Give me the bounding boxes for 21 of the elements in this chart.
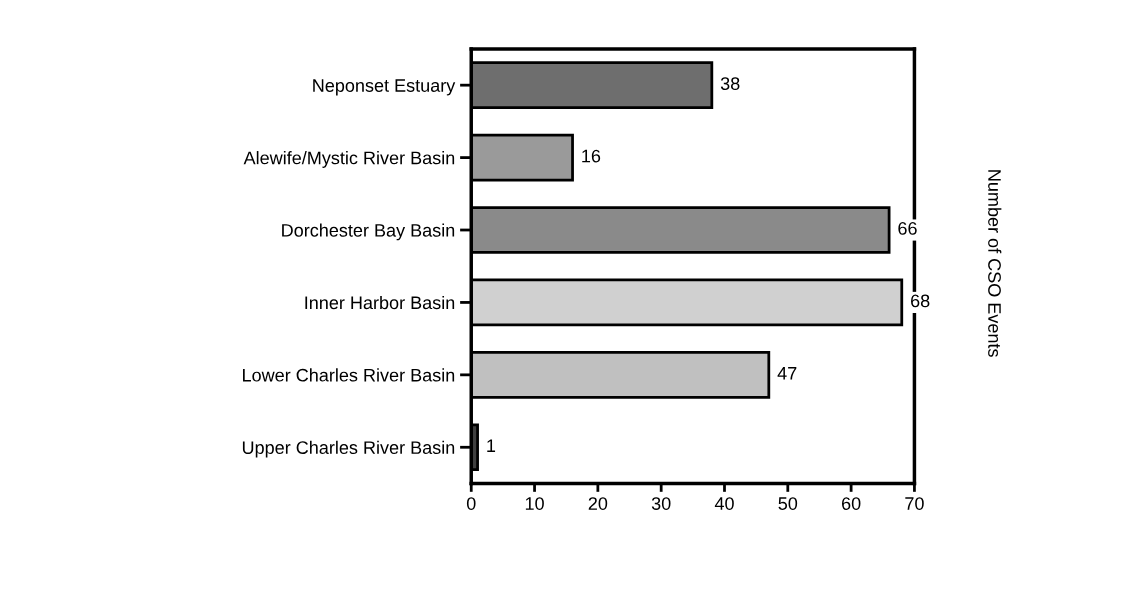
data-label: 16 [582,149,601,163]
x-tick-label: 0 [466,497,476,510]
x-tick-label: 20 [588,497,608,510]
x-tick-label: 30 [651,497,671,510]
y-tick-label: Upper Charles River Basin [242,440,455,458]
data-label: 1 [487,439,496,452]
y-axis-title: Number of CSO Events [988,170,1002,357]
y-tick-label: Neponset Estuary [313,79,456,96]
x-tick-label: 60 [841,497,861,510]
x-tick-label: 40 [714,497,734,510]
x-tick-label: 50 [778,497,798,510]
data-label: 66 [898,222,917,235]
data-label: 38 [720,77,740,91]
y-tick-label: Lower Charles River Basin [243,368,455,382]
y-tick-label: Alewife/Mystic River Basin [243,151,455,168]
data-label: 47 [777,367,797,380]
x-tick-label: 70 [905,497,924,510]
y-tick-label: Dorchester Bay Basin [282,223,455,241]
data-label: 68 [911,294,930,308]
y-tick-label: Inner Harbor Basin [305,295,455,310]
x-tick-label: 10 [525,497,544,510]
